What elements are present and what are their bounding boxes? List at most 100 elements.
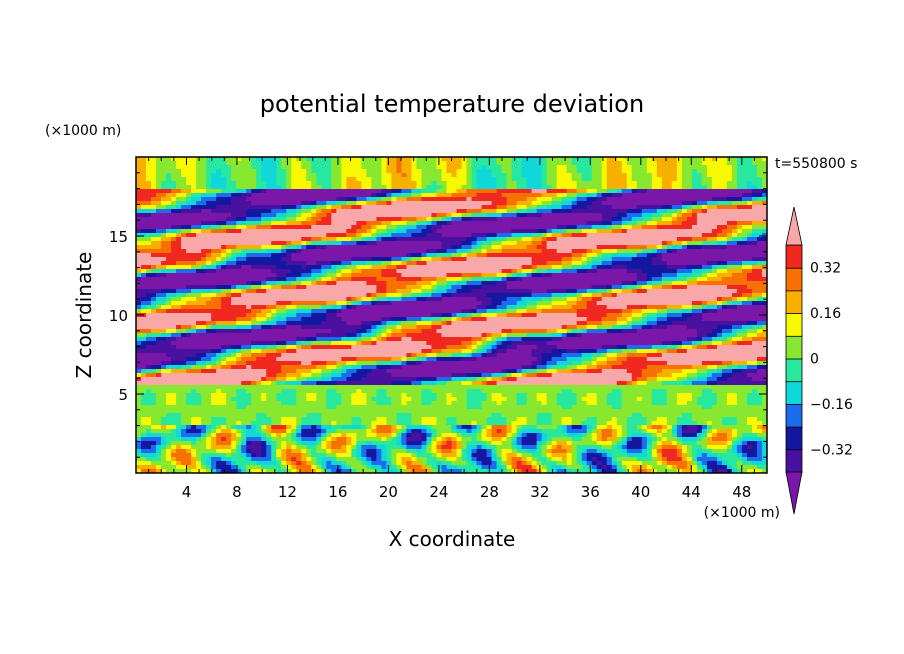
field-cell bbox=[396, 229, 403, 234]
field-cell bbox=[546, 161, 553, 166]
field-cell bbox=[226, 265, 232, 270]
field-cell bbox=[166, 305, 172, 310]
field-cell bbox=[711, 221, 718, 226]
field-cell bbox=[216, 277, 222, 282]
field-cell bbox=[556, 217, 563, 222]
field-cell bbox=[571, 245, 578, 250]
field-cell bbox=[421, 225, 428, 230]
field-cell bbox=[751, 265, 758, 270]
field-cell bbox=[446, 245, 453, 250]
field-cell bbox=[391, 221, 398, 226]
field-cell bbox=[381, 305, 387, 310]
field-cell bbox=[161, 173, 167, 178]
field-cell bbox=[296, 173, 302, 178]
field-cell bbox=[141, 201, 147, 206]
field-cell bbox=[461, 253, 468, 258]
field-cell bbox=[701, 277, 708, 282]
field-cell bbox=[461, 185, 468, 190]
field-cell bbox=[361, 241, 367, 246]
field-cell bbox=[331, 177, 337, 182]
field-cell bbox=[536, 221, 543, 226]
field-cell bbox=[741, 245, 748, 250]
field-cell bbox=[311, 157, 317, 162]
field-cell bbox=[346, 285, 352, 290]
field-cell bbox=[591, 265, 598, 270]
field-cell bbox=[706, 309, 713, 314]
field-cell bbox=[696, 161, 703, 166]
field-cell bbox=[586, 305, 593, 310]
field-cell bbox=[351, 305, 357, 310]
field-cell bbox=[516, 213, 523, 218]
field-cell bbox=[521, 185, 528, 190]
field-cell bbox=[456, 201, 463, 206]
field-cell bbox=[691, 181, 698, 186]
field-cell bbox=[281, 189, 287, 194]
field-cell bbox=[541, 277, 548, 282]
field-cell bbox=[526, 285, 533, 290]
field-cell bbox=[376, 209, 382, 214]
field-cell bbox=[551, 209, 558, 214]
field-cell bbox=[601, 193, 608, 198]
field-cell bbox=[336, 177, 342, 182]
field-cell bbox=[521, 293, 528, 298]
field-cell bbox=[181, 289, 187, 294]
field-cell bbox=[181, 177, 187, 182]
field-cell bbox=[436, 197, 443, 202]
field-cell bbox=[341, 277, 347, 282]
field-cell bbox=[551, 233, 558, 238]
field-cell bbox=[746, 209, 753, 214]
field-cell bbox=[156, 197, 162, 202]
field-cell bbox=[291, 209, 297, 214]
field-cell bbox=[291, 245, 297, 250]
field-cell bbox=[401, 165, 408, 170]
field-cell bbox=[451, 169, 458, 174]
field-cell bbox=[526, 277, 533, 282]
field-cell bbox=[736, 261, 743, 266]
field-cell bbox=[321, 221, 327, 226]
field-cell bbox=[591, 281, 598, 286]
field-cell bbox=[201, 165, 207, 170]
field-cell bbox=[451, 281, 458, 286]
field-cell bbox=[686, 241, 693, 246]
field-cell bbox=[746, 245, 753, 250]
field-cell bbox=[716, 277, 723, 282]
field-cell bbox=[701, 213, 708, 218]
field-cell bbox=[566, 309, 573, 314]
field-cell bbox=[761, 181, 767, 186]
field-cell bbox=[386, 185, 393, 190]
field-cell bbox=[441, 301, 448, 306]
field-cell bbox=[566, 197, 573, 202]
field-cell bbox=[401, 269, 408, 274]
field-cell bbox=[556, 193, 563, 198]
field-cell bbox=[501, 189, 508, 194]
field-cell bbox=[606, 229, 613, 234]
field-cell bbox=[591, 189, 598, 194]
field-cell bbox=[746, 185, 753, 190]
field-cell bbox=[491, 169, 498, 174]
field-cell bbox=[561, 285, 568, 290]
field-cell bbox=[671, 285, 678, 290]
field-cell bbox=[306, 273, 312, 278]
field-cell bbox=[541, 165, 548, 170]
field-cell bbox=[221, 285, 227, 290]
field-cell bbox=[706, 209, 713, 214]
field-cell bbox=[146, 285, 152, 290]
field-cell bbox=[661, 301, 668, 306]
field-cell bbox=[201, 313, 207, 318]
field-cell bbox=[651, 253, 658, 258]
field-cell bbox=[461, 289, 468, 294]
field-cell bbox=[271, 313, 277, 318]
field-cell bbox=[351, 193, 357, 198]
field-cell bbox=[366, 237, 372, 242]
field-cell bbox=[676, 249, 683, 254]
field-cell bbox=[576, 225, 583, 230]
field-cell bbox=[266, 165, 272, 170]
field-cell bbox=[416, 205, 423, 210]
field-cell bbox=[156, 305, 162, 310]
field-cell bbox=[686, 189, 693, 194]
field-cell bbox=[181, 249, 187, 254]
field-cell bbox=[416, 217, 423, 222]
field-cell bbox=[261, 273, 267, 278]
field-cell bbox=[426, 229, 433, 234]
field-cell bbox=[531, 205, 538, 210]
